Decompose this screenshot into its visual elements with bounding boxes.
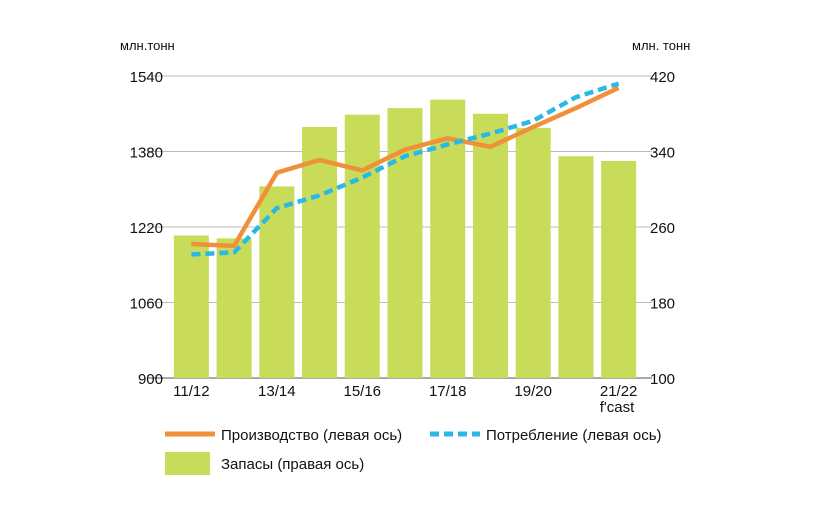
- x-axis-ticks: 11/12 13/14 15/16 17/18 19/20 21/22: [173, 383, 637, 400]
- legend-label-production: Производство (левая ось): [221, 427, 402, 444]
- x-tick-label: 11/12: [173, 383, 209, 400]
- bar: [344, 114, 380, 378]
- right-axis-ticks: 100 180 260 340 420: [650, 69, 675, 388]
- left-axis-unit: млн.тонн: [120, 38, 175, 53]
- bar: [601, 160, 637, 378]
- left-axis-ticks: 900 1060 1220 1380 1540: [130, 69, 163, 388]
- legend-swatch-stocks: [165, 452, 210, 475]
- right-tick-label: 340: [650, 145, 675, 162]
- x-tick-label: 13/14: [258, 383, 296, 400]
- bar: [302, 126, 338, 379]
- bar: [259, 186, 295, 378]
- legend: Производство (левая ось) Потребление (ле…: [165, 427, 662, 475]
- production-line: [191, 85, 620, 249]
- bar: [515, 127, 551, 378]
- x-tick-label: 15/16: [343, 383, 381, 400]
- legend-label-consumption: Потребление (левая ось): [486, 427, 662, 444]
- bar: [558, 156, 594, 378]
- left-tick-label: 1380: [130, 145, 163, 162]
- x-tick-label: 19/20: [514, 383, 552, 400]
- right-tick-label: 180: [650, 296, 675, 313]
- legend-label-stocks: Запасы (правая ось): [221, 456, 364, 473]
- left-tick-label: 1220: [130, 220, 163, 237]
- x-tick-sublabel: f'cast: [600, 399, 635, 416]
- x-tick-label: 17/18: [429, 383, 467, 400]
- consumption-line: [191, 81, 620, 257]
- left-tick-label: 1540: [130, 69, 163, 86]
- bar: [472, 113, 508, 378]
- right-tick-label: 260: [650, 220, 675, 237]
- left-tick-label: 900: [138, 371, 163, 388]
- x-tick-label: 21/22: [600, 383, 638, 400]
- left-tick-label: 1060: [130, 296, 163, 313]
- bar: [216, 238, 252, 378]
- line-series: [191, 81, 620, 257]
- right-tick-label: 420: [650, 69, 675, 86]
- right-tick-label: 100: [650, 371, 675, 388]
- bar-series: [173, 99, 637, 379]
- bar: [173, 235, 209, 378]
- right-axis-unit: млн. тонн: [632, 38, 690, 53]
